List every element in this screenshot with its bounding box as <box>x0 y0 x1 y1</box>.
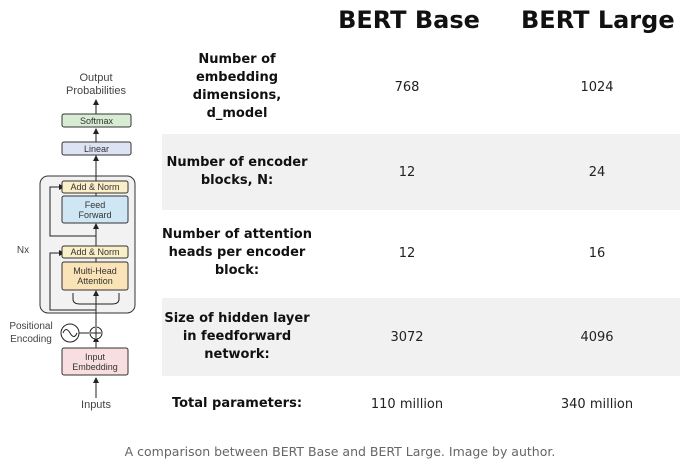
row-label: Number of attention heads per encoder bl… <box>162 227 312 278</box>
diagram-lines <box>39 99 136 398</box>
row-label: Size of hidden layer in feedforward netw… <box>164 311 310 362</box>
multi-head-attention-label: Multi-Head Attention <box>73 266 117 286</box>
nx-label: Nx <box>16 245 30 256</box>
inputs-label: Inputs <box>81 399 111 411</box>
add-norm-top-label: Add & Norm <box>70 182 120 192</box>
header-bert-large: BERT Large <box>521 6 675 34</box>
row-label: Number of embedding dimensions, d_model <box>192 52 282 121</box>
add-norm-bottom-label: Add & Norm <box>70 247 120 257</box>
transformer-encoder-diagram: Output Probabilities Softmax Linear Add … <box>0 0 160 430</box>
header-bert-base: BERT Base <box>338 6 480 34</box>
table-row: Total parameters: 110 million 340 millio… <box>162 386 680 422</box>
bert-large-value: 24 <box>588 164 606 180</box>
bert-base-value: 3072 <box>390 329 424 345</box>
table-row: Number of encoder blocks, N: 12 24 <box>162 134 680 210</box>
output-probabilities-label: Output Probabilities <box>66 72 126 97</box>
bert-base-value: 768 <box>394 79 420 95</box>
bert-large-value: 4096 <box>580 329 614 345</box>
bert-large-value: 1024 <box>580 79 614 95</box>
row-label: Number of encoder blocks, N: <box>166 155 308 188</box>
table-row: Size of hidden layer in feedforward netw… <box>162 298 680 376</box>
table-row: Number of attention heads per encoder bl… <box>162 218 680 288</box>
bert-base-value: 12 <box>398 164 416 180</box>
positional-encoding-label: Positional Encoding <box>9 321 53 345</box>
linear-block-label: Linear <box>83 143 110 154</box>
bert-large-value: 340 million <box>560 396 634 412</box>
feed-forward-block-label: Feed Forward <box>78 199 112 220</box>
bert-large-value: 16 <box>588 245 606 261</box>
input-embedding-label: Input Embedding <box>72 351 118 372</box>
table-row: Number of embedding dimensions, d_model … <box>162 52 680 122</box>
softmax-block-label: Softmax <box>79 115 113 126</box>
row-label: Total parameters: <box>171 396 303 411</box>
bert-base-value: 110 million <box>370 396 444 412</box>
figure-caption: A comparison between BERT Base and BERT … <box>124 444 556 459</box>
bert-base-value: 12 <box>398 245 416 261</box>
